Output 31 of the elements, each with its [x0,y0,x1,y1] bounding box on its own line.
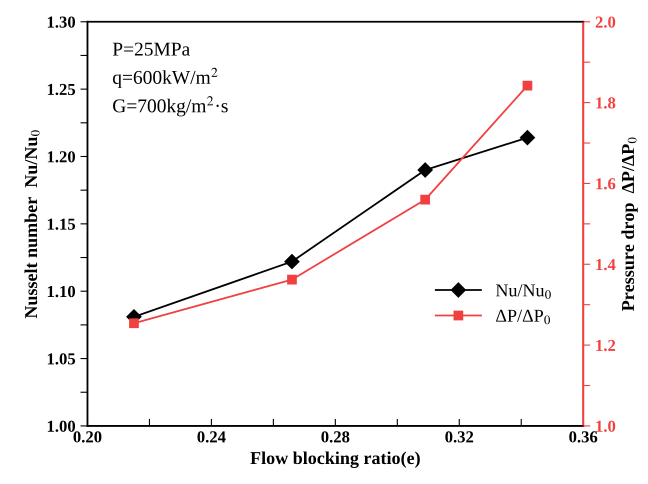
y2-tick-label: 1.6 [596,178,616,190]
legend-label: ΔP/ΔP$_{0}$ [496,310,550,324]
text: P=25MPa q=600kW/m$^{2}$ G=700kg/m$^{2}$·s [112,42,228,116]
y-tick-label: 1.25 [48,84,76,96]
x-axis-title: Flow blocking ratio(e) [250,451,420,468]
legend-label: Nu/Nu$_{0}$ [496,284,551,299]
point [287,274,297,284]
point [420,194,430,204]
y2-tick-label: 2.0 [596,16,616,28]
point [129,318,139,328]
y-tick-label: 1.20 [48,151,76,163]
y2-axis-title: Pressure drop ΔP/ΔP$_{0}$ [621,137,638,312]
y-tick-label: 1.05 [48,353,76,365]
y-tick-label: 1.10 [48,286,76,298]
x-tick-label: 0.32 [445,431,474,443]
y2-tick-label: 1.8 [596,97,616,109]
x-tick-label: 0.28 [321,431,350,443]
point [284,254,300,270]
point [520,130,535,146]
y-axis-title: Nusselt number Nu/Nu$_{0}$ [24,130,40,318]
y-tick-label: 1.00 [48,420,76,432]
x-tick-label: 0.24 [197,431,226,443]
x-tick-label: 0.36 [569,431,598,443]
y2-tick-label: 1.2 [596,340,616,352]
y-tick-label: 1.15 [48,218,76,230]
text: 0.20 [74,431,102,443]
y-tick-label: 1.30 [48,16,76,28]
point [522,80,532,90]
y2-tick-label: 1.4 [596,259,616,270]
y2-tick-label: 1.0 [596,420,616,432]
point [418,162,433,178]
